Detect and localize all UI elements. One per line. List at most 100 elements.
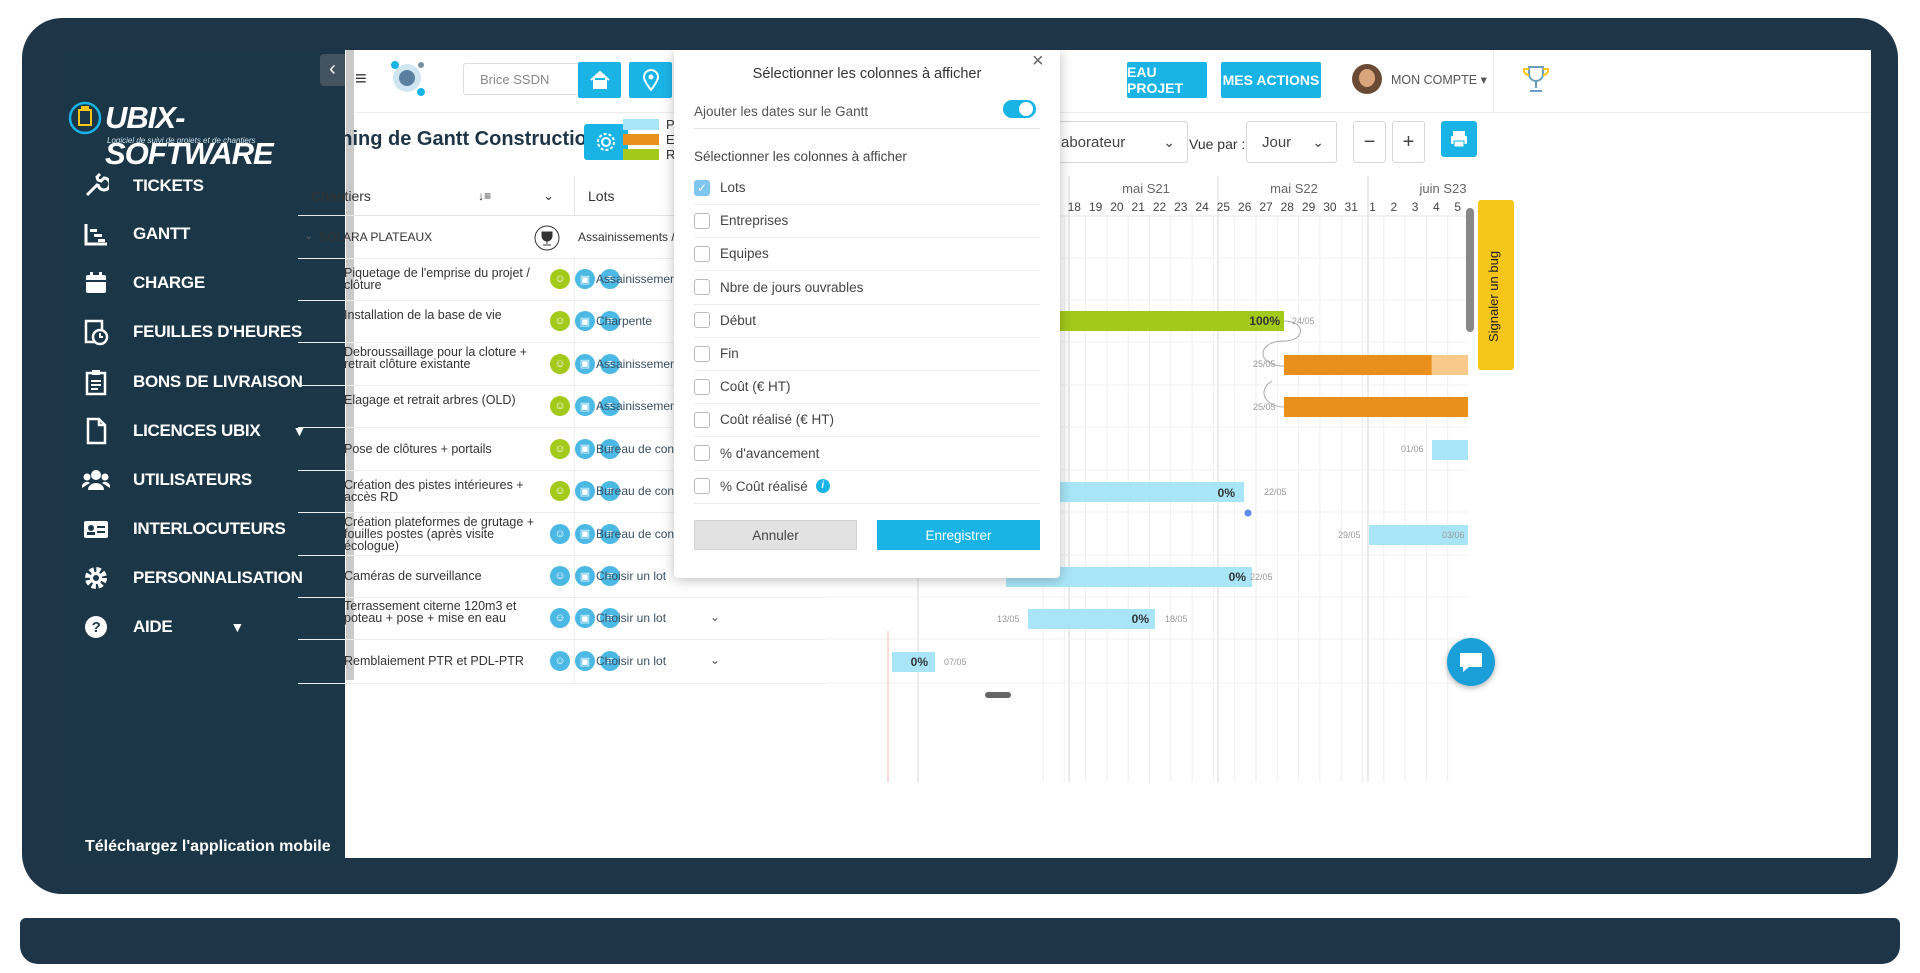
table-row[interactable]: Création des pistes intérieures + accès … [298,470,826,513]
hamburger-menu-icon[interactable]: ≡ [355,68,367,90]
column-option[interactable]: Coût réalisé (€ HT) [694,403,1040,438]
horizontal-scrollbar[interactable] [985,692,1011,698]
column-option[interactable]: ✓ Lots [694,171,1040,205]
trophy-icon[interactable] [1521,64,1551,96]
sidebar-item-utilisateurs[interactable]: UTILISATEURS [81,460,336,500]
assign-user-icon[interactable]: ☺ [550,481,570,501]
sort-icon[interactable]: ↓≡ [478,188,492,203]
list-icon[interactable]: ≡ [600,608,620,628]
assign-user-icon[interactable]: ☺ [550,311,570,331]
close-icon[interactable]: × [1032,50,1044,72]
image-icon[interactable]: ▣ [575,396,595,416]
gantt-settings-button[interactable] [584,124,628,160]
project-logo-icon[interactable] [385,56,429,100]
mobile-app-link[interactable]: Téléchargez l'application mobile [85,838,331,855]
task-lot[interactable]: Choisir un lot [596,569,667,583]
sidebar-item-bons-livraison[interactable]: BONS DE LIVRAISON [81,362,336,402]
cancel-button[interactable]: Annuler [694,520,857,550]
list-icon[interactable]: ≡ [600,651,620,671]
zoom-in-button[interactable]: + [1392,121,1425,163]
info-icon[interactable]: i [815,479,830,494]
home-button[interactable] [578,62,621,98]
task-lot[interactable]: Assainissements [596,356,687,371]
project-row[interactable]: ⌄ SOLARA PLATEAUX Assainissements / [298,216,826,259]
nouveau-projet-button[interactable]: EAU PROJET [1127,62,1207,98]
chevron-down-icon[interactable]: ⌄ [710,653,721,667]
checkbox[interactable]: ✓ [694,179,710,196]
dates-toggle[interactable] [1003,100,1036,118]
list-icon[interactable]: ≡ [600,311,620,331]
vue-par-select[interactable]: Jour ⌄ [1246,121,1337,163]
list-icon[interactable]: ≡ [600,481,620,501]
checkbox[interactable] [694,478,710,495]
account-menu[interactable]: MON COMPTE ▾ [1391,73,1487,87]
checkbox[interactable] [694,279,710,296]
table-row[interactable]: Piquetage de l'emprise du projet / clôtu… [298,258,826,301]
sidebar-collapse-button[interactable]: ‹ [320,54,345,86]
task-lot[interactable]: Assainissements [596,272,687,286]
assign-user-icon[interactable]: ☺ [550,438,570,459]
column-option[interactable]: Fin [694,337,1040,371]
checkbox[interactable] [694,212,710,229]
chevron-down-icon[interactable]: ⌄ [543,187,554,203]
table-row[interactable]: Pose de clôtures + portails ☺ ▣ ≡ Bureau de … [298,427,826,471]
checkbox[interactable] [694,245,710,262]
sidebar-item-interlocuteurs[interactable]: INTERLOCUTEURS [81,509,336,549]
chevron-down-icon[interactable]: ▼ [230,619,244,635]
column-option[interactable]: % Coût réalisé i [694,470,1040,504]
image-icon[interactable]: ▣ [575,608,595,628]
column-option[interactable]: % d'avancement [694,437,1040,471]
project-trophy-icon[interactable] [534,225,560,251]
checkbox[interactable] [694,312,710,329]
assign-user-icon[interactable]: ☺ [550,523,570,544]
image-icon[interactable]: ▣ [575,523,595,544]
chevron-down-icon[interactable]: ⌄ [304,230,314,242]
table-row[interactable]: Remblaiement PTR et PDL-PTR ☺ ▣ ≡ Choisir un… [298,639,826,684]
assign-user-icon[interactable]: ☺ [550,396,570,416]
list-icon[interactable]: ≡ [600,523,620,544]
assign-user-icon[interactable]: ☺ [550,608,570,628]
task-lot[interactable]: Bureau de contro [596,484,689,498]
column-header-chantiers[interactable]: Chantiers ↓≡ ⌄ [298,176,574,216]
sidebar-item-charge[interactable]: CHARGE [81,263,336,303]
assign-user-icon[interactable]: ☺ [550,353,570,374]
table-row[interactable]: Terrassement citerne 120m3 et poteau + p… [298,597,826,640]
sidebar-item-personnalisation[interactable]: PERSONNALISATION [81,558,336,598]
checkbox[interactable] [694,445,710,462]
assign-user-icon[interactable]: ☺ [550,269,570,289]
task-lot[interactable]: Assainissements [596,399,687,413]
image-icon[interactable]: ▣ [575,311,595,331]
task-lot[interactable]: Charpente [596,314,653,328]
assign-user-icon[interactable]: ☺ [550,566,570,586]
checkbox[interactable] [694,345,710,362]
assign-user-icon[interactable]: ☺ [550,651,570,671]
task-lot[interactable]: Choisir un lot [596,611,667,625]
image-icon[interactable]: ▣ [575,651,595,671]
gantt-scrollbar[interactable] [1466,208,1474,332]
list-icon[interactable]: ≡ [600,353,620,374]
column-option[interactable]: Début [694,304,1040,338]
print-button[interactable] [1441,121,1477,157]
task-lot[interactable]: Bureau de contro [596,441,689,456]
chat-button[interactable] [1447,638,1495,686]
task-lot[interactable]: Bureau de contro [596,526,689,541]
column-option[interactable]: Coût (€ HT) [694,370,1040,405]
list-icon[interactable]: ≡ [600,396,620,416]
image-icon[interactable]: ▣ [575,481,595,501]
table-row[interactable]: Installation de la base de vie ☺ ▣ ≡ Charpen… [298,300,826,343]
sidebar-item-aide[interactable]: ? AIDE ▼ [81,607,336,647]
sidebar-item-gantt[interactable]: GANTT [81,214,336,254]
column-option[interactable]: Nbre de jours ouvrables [694,271,1040,305]
column-option[interactable]: Equipes [694,237,1040,272]
table-row[interactable]: Création plateformes de grutage + fouill… [298,512,826,556]
image-icon[interactable]: ▣ [575,269,595,289]
table-row[interactable]: Caméras de surveillance ☺ ▣ ≡ Choisir un lot [298,555,826,598]
image-icon[interactable]: ▣ [575,353,595,374]
list-icon[interactable]: ≡ [600,269,620,289]
checkbox[interactable] [694,411,710,428]
image-icon[interactable]: ▣ [575,566,595,586]
collaborateur-select[interactable]: aborateur ⌄ [1058,121,1188,163]
list-icon[interactable]: ≡ [600,566,620,586]
task-lot[interactable]: Choisir un lot [596,654,667,668]
sidebar-item-tickets[interactable]: TICKETS [81,166,336,206]
